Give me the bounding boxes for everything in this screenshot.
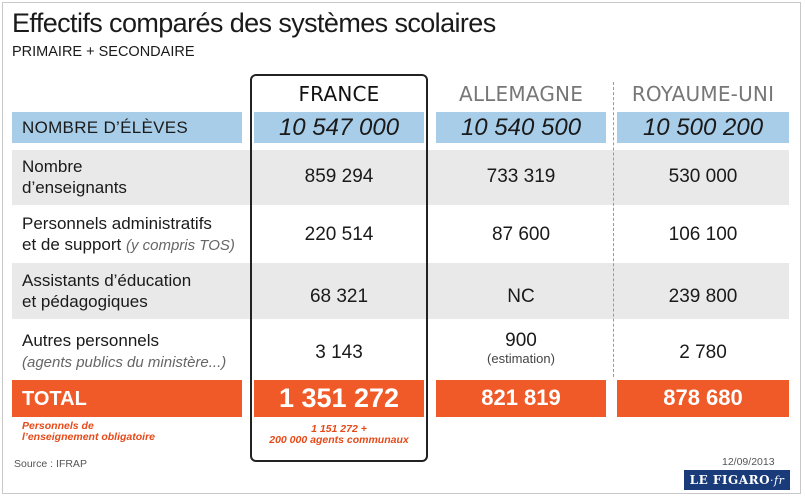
total-bar-france xyxy=(254,380,424,417)
cell-royaume-uni: 239 800 xyxy=(668,286,738,307)
total-label: TOTAL xyxy=(22,388,87,410)
column-header-royaume-uni: ROYAUME-UNI xyxy=(631,82,775,106)
column-header-allemagne: ALLEMAGNE xyxy=(458,82,584,106)
total-value-france: 1 351 272 xyxy=(278,383,400,413)
students-label-bar xyxy=(12,112,242,143)
publication-date: 12/09/2013 xyxy=(722,456,775,468)
students-value-allemagne: 10 540 500 xyxy=(460,114,582,141)
row-label-line2: et de support xyxy=(22,235,126,254)
row-label-line1: Autres personnels xyxy=(22,331,160,350)
row-label: Assistants d’éducation et pédagogiques xyxy=(22,270,191,312)
total-label-bar xyxy=(12,380,242,417)
row-label-note: (y compris TOS) xyxy=(125,237,235,254)
france-highlight-box xyxy=(250,74,428,462)
footnote-line1: 1 151 272 + xyxy=(311,423,367,435)
row-label-line1: Assistants d’éducation xyxy=(22,271,192,290)
logo-suffix: ·fr xyxy=(770,474,785,487)
column-header-france: FRANCE xyxy=(298,82,380,106)
le-figaro-logo: LE FIGARO·fr xyxy=(684,470,790,490)
row-label-line2: d’enseignants xyxy=(22,178,127,197)
cell-allemagne: 733 319 xyxy=(486,166,556,187)
row-label-line1: Nombre xyxy=(22,157,83,176)
footnote-line2: l’enseignement obligatoire xyxy=(22,431,156,443)
cell-royaume-uni: 2 780 xyxy=(679,342,727,363)
page-subtitle: PRIMAIRE + SECONDAIRE xyxy=(12,44,195,60)
cell-allemagne: 87 600 xyxy=(491,224,551,245)
cell-value: 900 xyxy=(505,330,537,351)
cell-estimation-note: (estimation) xyxy=(487,351,555,366)
total-value-royaume-uni: 878 680 xyxy=(663,385,743,410)
table-row-autres: Autres personnels (agents publics du min… xyxy=(12,322,789,378)
footnote-line2: 200 000 agents communaux xyxy=(269,434,409,446)
footnote-line1: Personnels de xyxy=(22,420,94,432)
cell-royaume-uni: 530 000 xyxy=(668,166,738,187)
page-title: Effectifs comparés des systèmes scolaire… xyxy=(12,8,496,38)
row-label-line2: et pédagogiques xyxy=(22,292,148,311)
row-label-line1: Personnels administratifs xyxy=(22,214,212,233)
row-label-note: (agents publics du ministère...) xyxy=(22,354,227,371)
cell-france: 859 294 xyxy=(304,166,374,187)
logo-text: LE FIGARO xyxy=(689,473,771,487)
cell-france: 3 143 xyxy=(315,342,363,363)
row-label: Nombre d’enseignants xyxy=(22,156,127,198)
total-bar-royaume-uni xyxy=(617,380,789,417)
total-bar-allemagne xyxy=(436,380,606,417)
cell-allemagne: 900 (estimation) xyxy=(436,330,606,366)
source-credit: Source : IFRAP xyxy=(14,458,87,470)
students-bar-royaume-uni xyxy=(617,112,789,143)
cell-allemagne: NC xyxy=(507,286,535,307)
total-footnote: Personnels de l’enseignement obligatoire xyxy=(22,421,155,443)
students-label: NOMBRE D’ÉLÈVES xyxy=(22,118,189,137)
total-value-allemagne: 821 819 xyxy=(481,385,561,410)
row-label: Autres personnels (agents publics du min… xyxy=(22,330,226,373)
france-total-footnote: 1 151 272 + 200 000 agents communaux xyxy=(252,424,426,446)
table-row-enseignants: Nombre d’enseignants 859 294 733 319 530… xyxy=(12,150,789,205)
students-value-france: 10 547 000 xyxy=(278,114,400,141)
row-label: Personnels administratifs et de support … xyxy=(22,213,235,256)
cell-france: 220 514 xyxy=(304,224,374,245)
students-bar-allemagne xyxy=(436,112,606,143)
students-bar-france xyxy=(254,112,424,143)
table-row-assistants: Assistants d’éducation et pédagogiques 6… xyxy=(12,263,789,319)
column-divider xyxy=(613,82,614,377)
students-value-royaume-uni: 10 500 200 xyxy=(642,114,764,141)
cell-france: 68 321 xyxy=(309,286,369,307)
table-row-administratifs: Personnels administratifs et de support … xyxy=(12,207,789,262)
cell-royaume-uni: 106 100 xyxy=(668,224,738,245)
